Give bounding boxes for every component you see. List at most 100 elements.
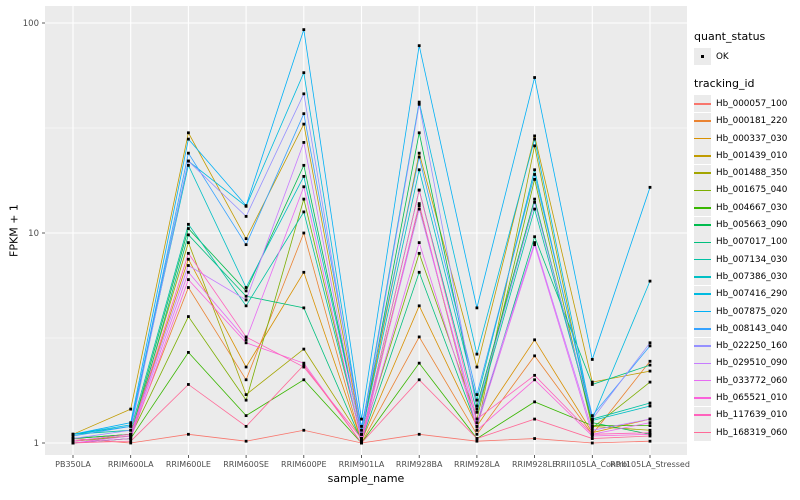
line-swatch <box>694 216 711 234</box>
svg-text:RRIM901LA: RRIM901LA <box>339 460 385 469</box>
legend-item-Hb_117639_010: Hb_117639_010 <box>694 406 800 424</box>
swatch-line-icon <box>694 155 711 157</box>
line-swatch <box>694 199 711 217</box>
line-swatch <box>694 389 711 407</box>
legend-item-Hb_168319_060: Hb_168319_060 <box>694 424 800 442</box>
swatch-line-icon <box>694 224 711 226</box>
legend-item-label: Hb_117639_010 <box>716 410 788 421</box>
legend-item-label: Hb_022250_160 <box>716 341 788 352</box>
svg-text:RRIM928BA: RRIM928BA <box>396 460 443 469</box>
svg-text:RRIM600LE: RRIM600LE <box>166 460 211 469</box>
swatch-line-icon <box>694 172 711 174</box>
data-points <box>71 28 652 445</box>
legend-item-label: Hb_000057_100 <box>716 98 788 109</box>
ok-point-icon <box>701 55 704 59</box>
legend-item-ok-label: OK <box>716 51 729 62</box>
line-swatch <box>694 251 711 269</box>
svg-text:RRIM928LA: RRIM928LA <box>454 460 500 469</box>
line-swatch <box>694 95 711 113</box>
swatch-line-icon <box>694 327 711 330</box>
swatch-line-icon <box>694 276 711 278</box>
x-tick-labels: PB350LA RRIM600LA RRIM600LE RRIM600SE RRIM60… <box>55 460 690 469</box>
svg-text:RRIM600PE: RRIM600PE <box>281 460 327 469</box>
swatch-line-icon <box>694 241 711 244</box>
legend-item-label: Hb_001488_350 <box>716 168 788 179</box>
legend-item-label: Hb_007386_030 <box>716 271 788 282</box>
legend-item-Hb_007386_030: Hb_007386_030 <box>694 268 800 286</box>
legend-item-Hb_008143_040: Hb_008143_040 <box>694 320 800 338</box>
swatch-line-icon <box>694 362 711 365</box>
legend-item-Hb_029510_090: Hb_029510_090 <box>694 354 800 372</box>
legend-item-label: Hb_001439_010 <box>716 150 788 161</box>
legend-item-label: Hb_029510_090 <box>716 358 788 369</box>
line-swatch <box>694 337 711 355</box>
svg-text:10: 10 <box>28 229 39 239</box>
legend-item-Hb_000181_220: Hb_000181_220 <box>694 112 800 130</box>
legend-item-label: Hb_065521_010 <box>716 392 788 403</box>
line-swatch <box>694 303 711 320</box>
line-swatch <box>694 130 711 148</box>
svg-text:100: 100 <box>23 19 39 29</box>
svg-text:RRIM600LA: RRIM600LA <box>108 460 154 469</box>
legend-item-Hb_005663_090: Hb_005663_090 <box>694 216 800 234</box>
svg-text:PB350LA: PB350LA <box>55 460 91 469</box>
swatch-line-icon <box>694 258 711 261</box>
swatch-line-icon <box>694 103 711 105</box>
legend-item-Hb_022250_160: Hb_022250_160 <box>694 337 800 355</box>
legend-item-label: Hb_008143_040 <box>716 323 788 334</box>
legend-title-tracking-id: tracking_id <box>694 77 755 91</box>
legend-item-label: Hb_004667_030 <box>716 202 788 213</box>
legend-item-label: Hb_033772_060 <box>716 375 788 386</box>
svg-text:1: 1 <box>34 439 39 449</box>
legend-item-label: Hb_007017_100 <box>716 237 788 248</box>
legend-item-Hb_007875_020: Hb_007875_020 <box>694 303 800 320</box>
swatch-line-icon <box>694 310 711 313</box>
legend-title-quant-status: quant_status <box>694 30 766 43</box>
line-swatch <box>694 233 711 251</box>
swatch-line-icon <box>694 293 711 295</box>
line-swatch <box>694 424 711 442</box>
line-swatch <box>694 285 711 303</box>
legend-item-Hb_007416_290: Hb_007416_290 <box>694 285 800 303</box>
swatch-line-icon <box>694 345 711 347</box>
swatch-line-icon <box>694 414 711 417</box>
line-swatch <box>694 268 711 286</box>
legend-item-Hb_065521_010: Hb_065521_010 <box>694 389 800 407</box>
legend-item-Hb_001675_040: Hb_001675_040 <box>694 181 800 199</box>
tracking-id-legend-list: Hb_000057_100 Hb_000181_220 Hb_000337_030 H… <box>694 95 800 442</box>
line-swatch <box>694 164 711 182</box>
legend-item-Hb_007017_100: Hb_007017_100 <box>694 233 800 251</box>
line-swatch <box>694 320 711 338</box>
axis-ticks <box>42 22 651 458</box>
swatch-line-icon <box>694 431 711 434</box>
legend-item-Hb_007134_030: Hb_007134_030 <box>694 251 800 269</box>
legend-item-label: Hb_007134_030 <box>716 254 788 265</box>
legend-item-Hb_000057_100: Hb_000057_100 <box>694 95 800 113</box>
legend: quant_status OK tracking_id Hb_000057_10… <box>694 30 800 442</box>
x-axis-title: sample_name <box>327 472 405 485</box>
swatch-line-icon <box>694 397 711 399</box>
legend-item-Hb_001488_350: Hb_001488_350 <box>694 164 800 182</box>
line-swatch <box>694 372 711 390</box>
legend-item-ok: OK <box>694 48 800 66</box>
legend-item-label: Hb_007416_290 <box>716 289 788 300</box>
svg-text:RRIM928LE: RRIM928LE <box>512 460 557 469</box>
line-swatch <box>694 181 711 199</box>
legend-item-label: Hb_000181_220 <box>716 116 788 127</box>
swatch-line-icon <box>694 379 711 382</box>
legend-item-label: Hb_007875_020 <box>716 306 788 317</box>
legend-item-label: Hb_168319_060 <box>716 427 788 438</box>
line-swatch <box>694 406 711 424</box>
swatch-line-icon <box>694 137 711 140</box>
svg-text:RRIM600SE: RRIM600SE <box>223 460 269 469</box>
legend-item-label: Hb_005663_090 <box>716 220 788 231</box>
swatch-line-icon <box>694 206 711 209</box>
legend-item-Hb_033772_060: Hb_033772_060 <box>694 372 800 390</box>
legend-item-Hb_001439_010: Hb_001439_010 <box>694 147 800 165</box>
y-axis-title: FPKM + 1 <box>7 204 21 257</box>
legend-item-label: Hb_000337_030 <box>716 133 788 144</box>
swatch-line-icon <box>694 120 711 123</box>
line-swatch <box>694 354 711 372</box>
